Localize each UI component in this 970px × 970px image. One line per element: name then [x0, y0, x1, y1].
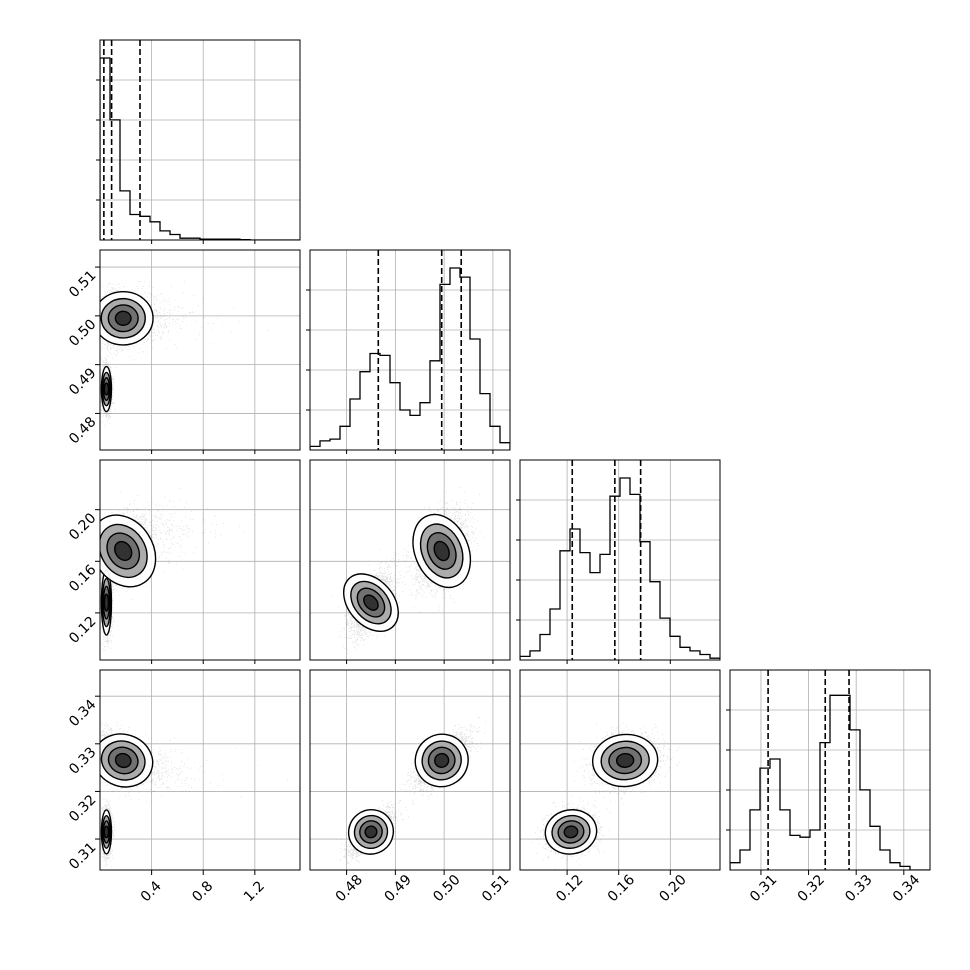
panel-frame	[309, 459, 511, 661]
x-tick-label: 0.16	[605, 872, 638, 905]
x-tick-label: 1.2	[241, 878, 268, 905]
panel-frame	[99, 459, 301, 661]
scatter-panel-1-0	[100, 250, 300, 450]
histogram-step	[100, 57, 300, 240]
panel-frame	[519, 669, 721, 871]
x-tick-label: 0.51	[479, 872, 512, 905]
x-tick-label: 0.20	[656, 872, 689, 905]
density-contour	[364, 825, 378, 839]
density-contour	[103, 593, 110, 612]
density-contour	[103, 825, 110, 839]
x-tick-label: 0.32	[795, 872, 828, 905]
scatter-panel-3-2	[520, 670, 720, 870]
panel-frame	[99, 669, 301, 871]
y-tick-label: 0.16	[66, 562, 99, 595]
x-tick-label: 0.4	[138, 878, 165, 905]
density-contour	[615, 752, 635, 769]
density-contour	[433, 540, 450, 562]
panel-frame	[99, 39, 301, 241]
y-tick-label: 0.34	[66, 697, 99, 730]
x-tick-label: 0.48	[333, 872, 366, 905]
density-contour	[114, 310, 132, 326]
panel-frame	[309, 249, 511, 451]
x-tick-label: 0.49	[381, 872, 414, 905]
scatter-panel-2-1	[310, 460, 510, 660]
histogram-panel-0	[100, 40, 300, 240]
x-tick-label: 0.12	[553, 872, 586, 905]
histogram-panel-1	[310, 250, 510, 450]
x-tick-label: 0.8	[189, 878, 216, 905]
panel-frame	[309, 669, 511, 871]
y-tick-label: 0.50	[66, 316, 99, 349]
x-tick-label: 0.31	[747, 872, 780, 905]
histogram-step	[310, 267, 510, 450]
density-contour	[563, 825, 579, 839]
y-tick-label: 0.49	[66, 365, 99, 398]
panel-frame	[99, 249, 301, 451]
density-contour	[103, 382, 110, 396]
density-contour	[434, 752, 450, 769]
panel-frame	[729, 669, 931, 871]
x-tick-label: 0.34	[890, 872, 923, 905]
histogram-panel-3	[730, 670, 930, 870]
y-tick-label: 0.31	[66, 840, 99, 873]
density-contour	[363, 594, 379, 611]
y-tick-label: 0.12	[66, 613, 99, 646]
histogram-step	[520, 477, 720, 660]
density-contour	[114, 752, 132, 769]
x-tick-label: 0.50	[430, 872, 463, 905]
y-tick-label: 0.51	[66, 268, 99, 301]
scatter-panel-3-1	[310, 670, 510, 870]
y-tick-label: 0.32	[66, 792, 99, 825]
panel-frame	[519, 459, 721, 661]
y-tick-label: 0.33	[66, 744, 99, 777]
histogram-step	[730, 694, 930, 870]
scatter-points	[339, 717, 494, 864]
y-tick-label: 0.48	[66, 414, 99, 447]
scatter-panel-2-0	[100, 460, 300, 660]
scatter-panel-3-0	[100, 670, 300, 870]
density-contour	[114, 540, 133, 562]
histogram-panel-2	[520, 460, 720, 660]
x-tick-label: 0.33	[842, 872, 875, 905]
y-tick-label: 0.20	[66, 510, 99, 543]
